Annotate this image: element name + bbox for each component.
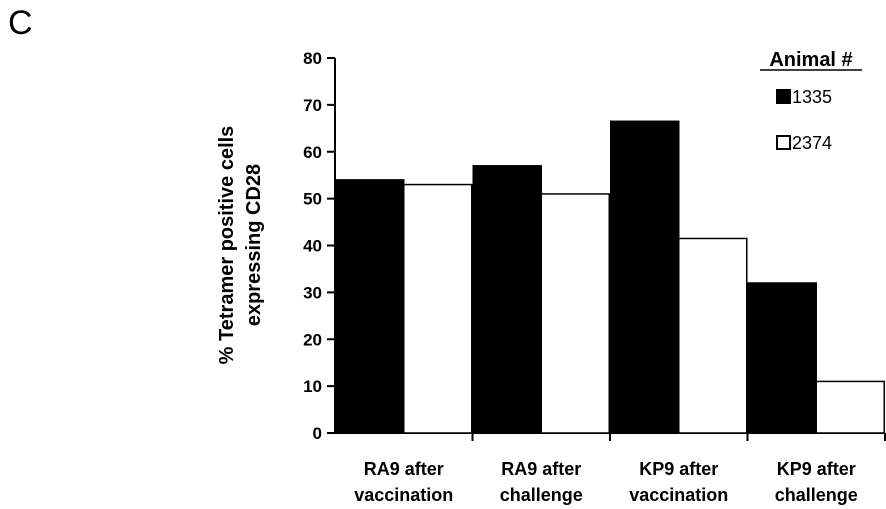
x-category-label: challenge [500, 485, 583, 505]
x-category-label: RA9 after [364, 459, 444, 479]
x-category-label: challenge [775, 485, 858, 505]
y-tick-label: 0 [313, 424, 322, 443]
y-tick-label: 70 [303, 96, 322, 115]
y-tick-label: 40 [303, 237, 322, 256]
legend-swatch-1335 [776, 89, 791, 104]
bar-2374-1 [540, 193, 610, 434]
legend-title: Animal # [769, 49, 852, 71]
bar-1335-0 [335, 179, 405, 434]
x-category-label: vaccination [354, 485, 453, 505]
bar-2374-0 [403, 183, 473, 434]
legend-label-2374: 2374 [792, 133, 832, 153]
bar-1335-1 [472, 165, 542, 434]
y-axis-title: expressing CD28 [243, 164, 265, 326]
y-axis-title: % Tetramer positive cells [216, 126, 238, 365]
x-category-label: RA9 after [501, 459, 581, 479]
y-tick-label: 60 [303, 143, 322, 162]
y-tick-label: 20 [303, 330, 322, 349]
panel-label: C [8, 4, 33, 42]
bar-2374-2 [678, 237, 748, 434]
x-category-label: KP9 after [777, 459, 856, 479]
y-tick-label: 10 [303, 377, 322, 396]
x-category-label: vaccination [629, 485, 728, 505]
bar-1335-3 [747, 282, 817, 434]
y-tick-label: 50 [303, 190, 322, 209]
y-tick-label: 80 [303, 49, 322, 68]
y-tick-label: 30 [303, 283, 322, 302]
legend-label-1335: 1335 [792, 87, 832, 107]
legend-swatch-2374 [776, 135, 791, 150]
bar-2374-3 [815, 380, 885, 434]
x-category-label: KP9 after [639, 459, 718, 479]
bar-1335-2 [610, 120, 680, 434]
